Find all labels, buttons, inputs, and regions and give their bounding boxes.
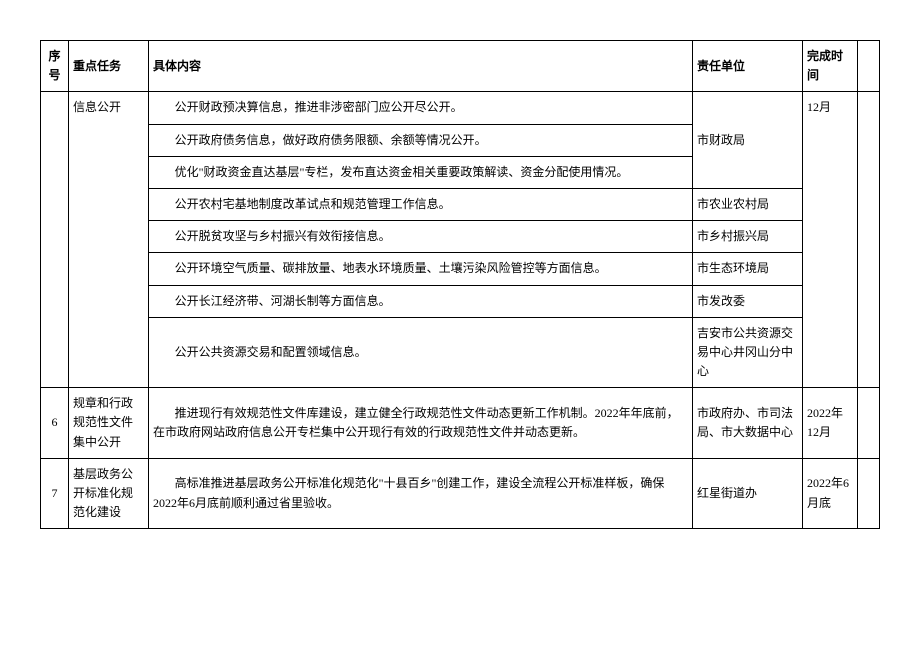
table-row: 公开环境空气质量、碳排放量、地表水环境质量、土壤污染风险管控等方面信息。 市生态…: [41, 253, 880, 285]
table-row: 公开公共资源交易和配置领域信息。 吉安市公共资源交易中心井冈山分中心: [41, 317, 880, 388]
cell-content: 公开财政预决算信息，推进非涉密部门应公开尽公开。: [149, 92, 693, 124]
header-row: 序号 重点任务 具体内容 责任单位 完成时间: [41, 41, 880, 92]
cell-dept: 市乡村振兴局: [693, 221, 803, 253]
header-time: 完成时间: [803, 41, 858, 92]
cell-content: 公开环境空气质量、碳排放量、地表水环境质量、土壤污染风险管控等方面信息。: [149, 253, 693, 285]
table-row: 公开长江经济带、河湖长制等方面信息。 市发改委: [41, 285, 880, 317]
table-row: 公开脱贫攻坚与乡村振兴有效衔接信息。 市乡村振兴局: [41, 221, 880, 253]
cell-task: 信息公开: [69, 92, 149, 388]
cell-time: 2022年12月: [803, 388, 858, 459]
cell-content: 公开公共资源交易和配置领域信息。: [149, 317, 693, 388]
table-row: 公开农村宅基地制度改革试点和规范管理工作信息。 市农业农村局: [41, 188, 880, 220]
header-extra: [858, 41, 880, 92]
cell-content: 公开长江经济带、河湖长制等方面信息。: [149, 285, 693, 317]
cell-dept: 红星街道办: [693, 458, 803, 529]
cell-time: 12月: [803, 92, 858, 388]
header-dept: 责任单位: [693, 41, 803, 92]
cell-dept: 市财政局: [693, 92, 803, 189]
header-content: 具体内容: [149, 41, 693, 92]
cell-dept: 市生态环境局: [693, 253, 803, 285]
cell-num: [41, 92, 69, 388]
cell-content: 公开农村宅基地制度改革试点和规范管理工作信息。: [149, 188, 693, 220]
header-num: 序号: [41, 41, 69, 92]
cell-task: 基层政务公开标准化规范化建设: [69, 458, 149, 529]
cell-extra: [858, 92, 880, 388]
table-row: 7 基层政务公开标准化规范化建设 高标准推进基层政务公开标准化规范化"十县百乡"…: [41, 458, 880, 529]
cell-num: 6: [41, 388, 69, 459]
cell-content: 优化"财政资金直达基层"专栏，发布直达资金相关重要政策解读、资金分配使用情况。: [149, 156, 693, 188]
cell-dept: 市发改委: [693, 285, 803, 317]
cell-content: 公开脱贫攻坚与乡村振兴有效衔接信息。: [149, 221, 693, 253]
cell-extra: [858, 458, 880, 529]
table-row: 6 规章和行政规范性文件集中公开 推进现行有效规范性文件库建设，建立健全行政规范…: [41, 388, 880, 459]
cell-dept: 吉安市公共资源交易中心井冈山分中心: [693, 317, 803, 388]
cell-task: 规章和行政规范性文件集中公开: [69, 388, 149, 459]
table-row: 信息公开 公开财政预决算信息，推进非涉密部门应公开尽公开。 市财政局 12月: [41, 92, 880, 124]
cell-num: 7: [41, 458, 69, 529]
task-table: 序号 重点任务 具体内容 责任单位 完成时间 信息公开 公开财政预决算信息，推进…: [40, 40, 880, 529]
cell-time: 2022年6月底: [803, 458, 858, 529]
cell-content: 公开政府债务信息，做好政府债务限额、余额等情况公开。: [149, 124, 693, 156]
header-task: 重点任务: [69, 41, 149, 92]
cell-content: 推进现行有效规范性文件库建设，建立健全行政规范性文件动态更新工作机制。2022年…: [149, 388, 693, 459]
cell-dept: 市农业农村局: [693, 188, 803, 220]
cell-dept: 市政府办、市司法局、市大数据中心: [693, 388, 803, 459]
cell-extra: [858, 388, 880, 459]
cell-content: 高标准推进基层政务公开标准化规范化"十县百乡"创建工作，建设全流程公开标准样板，…: [149, 458, 693, 529]
